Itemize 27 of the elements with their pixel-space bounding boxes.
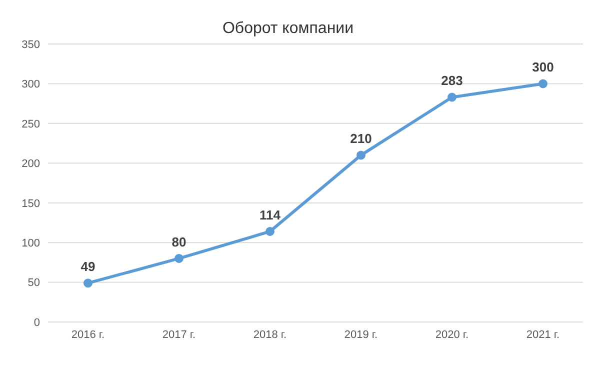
x-tick-label: 2018 г. [253,328,287,341]
x-tick-label: 2017 г. [162,328,196,341]
y-tick-label: 250 [22,118,40,130]
y-tick-label: 100 [22,237,40,250]
y-tick-label: 150 [22,198,40,210]
y-tick-label: 350 [22,38,40,51]
point [356,150,366,160]
x-tick-label: 2019 г. [344,328,378,341]
y-tick-label: 200 [22,158,40,170]
data-label: 300 [532,60,554,75]
chart-title: Оборот компании [221,20,355,38]
data-label: 80 [172,234,186,250]
point [266,226,274,236]
x-tick-label: 2020 г. [435,328,469,341]
data-label: 114 [260,207,282,222]
point [448,92,456,102]
y-tick-label: 50 [28,277,40,290]
data-label: 283 [441,73,463,88]
data-label: 49 [80,259,96,274]
point [84,278,92,288]
y-tick-label: 300 [22,78,40,91]
point [174,254,184,263]
x-tick-label: 2021 г. [526,328,560,341]
point [538,79,548,88]
data-label: 210 [350,131,372,146]
x-tick-label: 2016 г. [71,328,105,341]
y-tick-label: 0 [34,316,40,329]
